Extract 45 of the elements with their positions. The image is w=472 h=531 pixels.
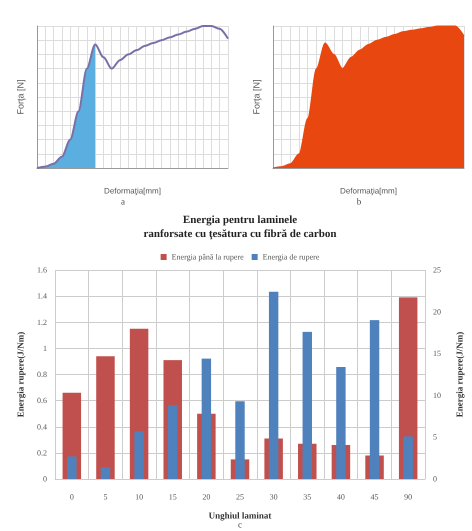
x-axis-title: Deformaţia[mm] bbox=[340, 186, 397, 196]
y-tick-label: 0 bbox=[43, 474, 47, 484]
y-tick-label: 0.4 bbox=[37, 422, 47, 432]
y2-tick-label: 20 bbox=[433, 307, 441, 316]
x-tick-label: 40 bbox=[336, 492, 345, 502]
x-tick-label: 25 bbox=[236, 492, 244, 502]
bar bbox=[67, 456, 77, 479]
x-tick-label: 35 bbox=[303, 492, 312, 502]
x-tick-label: 0 bbox=[70, 492, 74, 502]
bar bbox=[96, 356, 115, 479]
text: b bbox=[356, 196, 362, 206]
x-tick-label: 30 bbox=[270, 492, 278, 502]
x-tick-label: 15 bbox=[168, 492, 177, 502]
bar bbox=[100, 467, 110, 479]
x-tick-label: 20 bbox=[202, 492, 210, 502]
x-tick-label: 10 bbox=[135, 492, 144, 502]
y-axis-title: Forţa [N] bbox=[252, 79, 262, 115]
bar bbox=[403, 436, 413, 479]
y2-tick-label: 25 bbox=[433, 266, 441, 274]
y-axis-title: Forţa [N] bbox=[16, 79, 26, 115]
y-axis-title: Energia rupere(J/Nm) bbox=[16, 332, 26, 418]
x-tick-label: 5 bbox=[103, 492, 108, 502]
y2-tick-label: 5 bbox=[433, 432, 437, 442]
y-tick-label: 0.8 bbox=[37, 370, 47, 379]
y2-tick-label: 10 bbox=[433, 390, 441, 400]
y-tick-label: 0.6 bbox=[37, 396, 47, 406]
y2-tick-label: 0 bbox=[433, 474, 437, 484]
y-tick-label: 1.2 bbox=[37, 318, 47, 327]
x-axis-title: Unghiul laminat bbox=[208, 510, 272, 520]
legend-label: Energia până la rupere bbox=[172, 252, 244, 262]
y-tick-label: 1 bbox=[43, 344, 47, 353]
y2-tick-label: 15 bbox=[433, 349, 441, 358]
chart-title: Energia pentru laminele ranforsate cu ţesătura cu fibră de carbon bbox=[143, 214, 337, 240]
bar bbox=[134, 431, 144, 479]
bar bbox=[168, 405, 178, 479]
text: a bbox=[121, 196, 126, 206]
x-axis-title: Deformaţia[mm] bbox=[104, 186, 161, 196]
y-tick-label: 1.4 bbox=[37, 292, 47, 301]
y2-axis-title: Energia rupere(J/Nm) bbox=[454, 332, 464, 418]
text: c bbox=[238, 520, 242, 530]
y-tick-label: 1.6 bbox=[37, 266, 47, 274]
y-tick-label: 0.2 bbox=[37, 448, 47, 458]
legend-label: Energia de rupere bbox=[262, 252, 320, 262]
x-tick-label: 90 bbox=[404, 492, 412, 502]
x-tick-label: 45 bbox=[370, 492, 379, 502]
